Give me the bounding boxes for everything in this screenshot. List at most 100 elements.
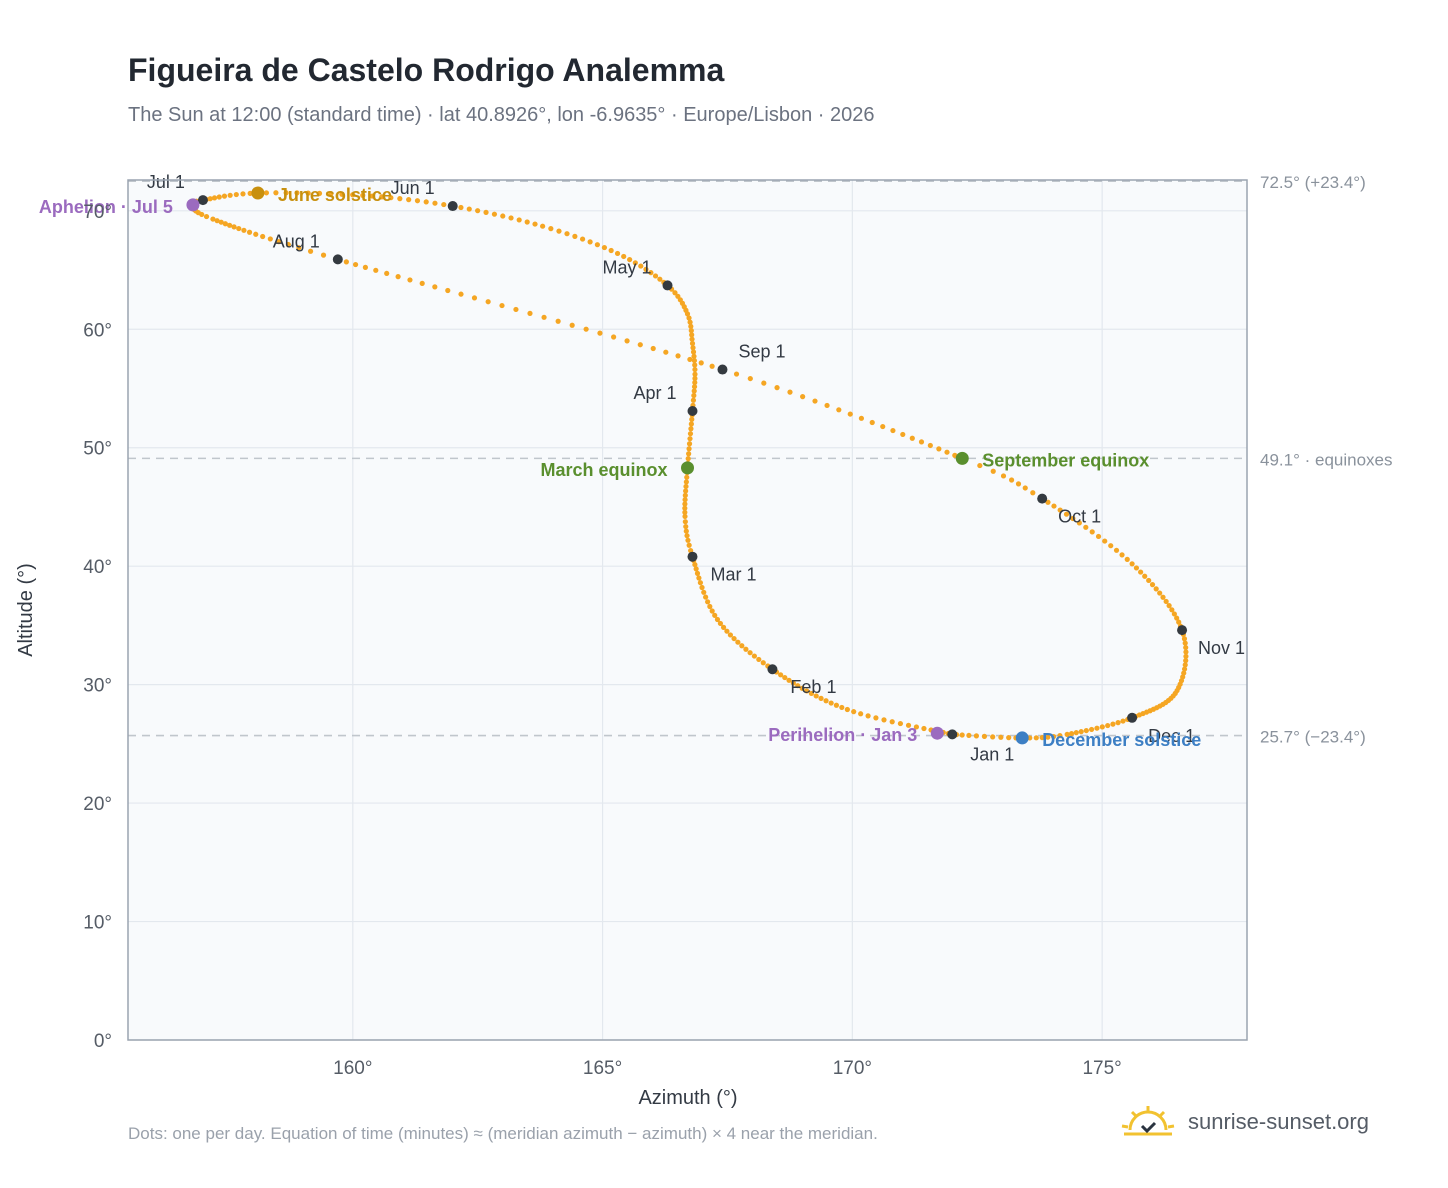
daily-sun-dot [691,384,698,390]
daily-sun-dot [1063,511,1070,517]
daily-sun-dot [833,702,840,708]
daily-sun-dot [756,656,762,663]
daily-sun-dot [1160,594,1166,600]
daily-sun-dot [747,650,753,656]
daily-sun-dot [672,290,678,296]
month-label: Apr 1 [633,383,676,403]
brand-link[interactable]: sunrise-sunset.org [1188,1109,1369,1134]
x-tick-label: 175° [1082,1058,1121,1079]
daily-sun-dot [760,660,766,666]
daily-sun-dot [686,315,692,321]
daily-sun-dot [263,190,270,196]
daily-sun-dot [211,195,218,201]
daily-sun-dot [1183,649,1189,655]
daily-sun-dot [466,206,472,212]
event-label: June solstice [278,185,392,205]
daily-sun-dot [959,732,965,738]
daily-sun-dot [597,330,603,336]
daily-sun-dot [1006,735,1012,741]
month-label: Jul 1 [147,172,185,192]
daily-sun-dot [717,620,724,627]
daily-sun-dot [273,190,279,196]
daily-sun-dot [638,263,644,269]
daily-sun-dot [1183,644,1189,651]
daily-sun-dot [360,192,366,198]
daily-sun-dot [1110,721,1116,727]
daily-sun-dot [881,717,887,723]
daily-sun-dot [688,328,694,334]
daily-sun-dot [977,462,983,469]
daily-sun-dot [690,349,697,355]
daily-sun-dot [296,245,302,251]
daily-sun-dot [683,479,689,485]
y-tick-label: 30° [83,676,112,697]
daily-sun-dot [897,720,904,727]
daily-sun-dot [199,211,205,218]
daily-sun-dot [307,248,314,254]
daily-sun-dot [362,264,368,270]
daily-sun-dot [778,672,784,678]
daily-sun-dot [283,190,289,196]
daily-sun-dot [260,233,266,240]
daily-sun-dot [240,191,246,197]
daily-sun-dot [675,293,681,299]
daily-sun-dot [889,719,895,725]
daily-sun-dot [1163,598,1169,605]
daily-sun-dot [246,229,253,235]
daily-sun-dot [731,635,737,642]
daily-sun-dot [499,302,505,309]
daily-sun-dot [294,190,300,196]
daily-sun-dot [751,653,757,659]
daily-sun-dot [643,266,649,272]
daily-sun-dot [747,375,753,382]
daily-sun-dot [774,385,780,391]
daily-sun-dot [1088,726,1095,733]
footnote: Dots: one per day. Equation of time (min… [128,1124,878,1143]
daily-sun-dot [692,379,698,386]
daily-sun-dot [720,624,727,630]
daily-sun-dot [500,213,506,219]
daily-sun-dot [650,345,656,352]
event-marker [930,726,944,740]
daily-sun-dot [1070,515,1076,522]
daily-sun-dot [1045,499,1051,505]
y-axis-label: Altitude (°) [15,563,37,657]
daily-sun-dot [548,226,554,232]
month-label: Aug 1 [273,231,320,251]
daily-sun-dot [253,231,259,237]
event-marker [955,451,969,465]
daily-sun-dot [569,322,575,328]
month-marker [662,280,673,291]
daily-sun-dot [226,222,233,228]
daily-sun-dot [432,284,438,290]
x-tick-label: 170° [833,1058,872,1079]
daily-sun-dot [823,698,829,704]
daily-sun-dot [691,357,698,364]
daily-sun-dot [836,407,842,413]
daily-sun-dot [782,674,788,681]
month-marker [717,364,728,375]
event-label: Perihelion · Jan 3 [768,725,917,745]
daily-sun-dot [682,492,688,498]
daily-sun-dot [709,608,715,614]
daily-sun-dot [692,362,698,368]
daily-sun-dot [1076,520,1082,526]
daily-sun-dot [701,589,707,595]
month-label: Nov 1 [1198,638,1245,658]
daily-sun-dot [686,446,692,452]
daily-sun-dot [683,488,689,494]
daily-sun-dot [316,190,323,196]
daily-sun-dot [944,449,950,455]
daily-sun-dot [445,287,451,294]
daily-sun-dot [690,397,697,403]
daily-sun-dot [800,394,806,400]
daily-sun-dot [483,209,489,215]
month-marker [332,254,343,265]
daily-sun-dot [684,474,690,480]
brand[interactable]: sunrise-sunset.org [1120,1104,1369,1140]
daily-sun-dot [648,270,654,276]
daily-sun-dot [682,497,688,503]
daily-sun-dot [1083,727,1089,734]
daily-sun-dot [369,193,375,199]
daily-sun-dot [684,533,690,539]
